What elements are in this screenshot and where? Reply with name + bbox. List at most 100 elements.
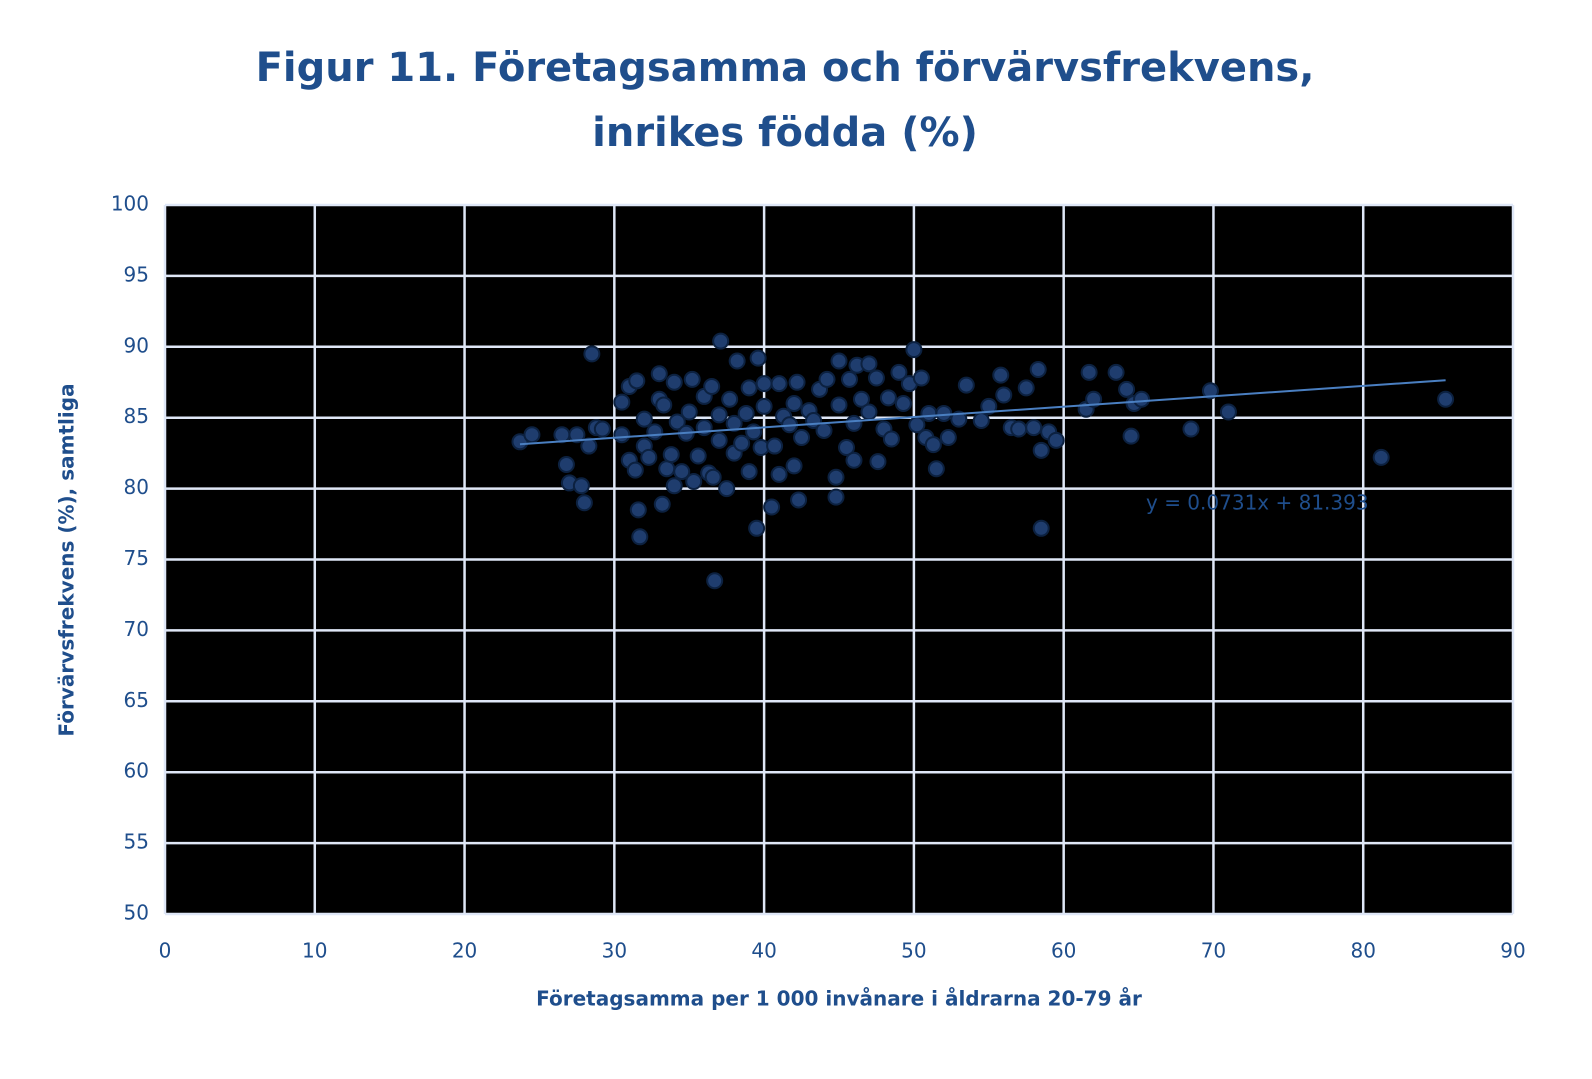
point xyxy=(766,437,784,455)
point xyxy=(1372,448,1390,466)
point xyxy=(815,421,833,439)
x-tick-label: 60 xyxy=(1051,939,1076,963)
point xyxy=(635,410,653,428)
point xyxy=(1219,403,1237,421)
point xyxy=(737,404,755,422)
point xyxy=(1025,419,1043,437)
point xyxy=(665,373,683,391)
point xyxy=(840,370,858,388)
x-tick-label: 50 xyxy=(901,939,926,963)
point xyxy=(827,488,845,506)
point xyxy=(740,463,758,481)
point xyxy=(593,420,611,438)
point xyxy=(629,501,647,519)
y-tick-label: 75 xyxy=(124,546,149,570)
y-tick-label: 50 xyxy=(124,901,149,925)
point xyxy=(718,480,736,498)
point xyxy=(703,378,721,396)
point xyxy=(869,453,887,471)
point xyxy=(992,366,1010,384)
point xyxy=(749,349,767,367)
point xyxy=(665,477,683,495)
x-tick-label: 20 xyxy=(452,939,477,963)
point xyxy=(1182,420,1200,438)
point xyxy=(662,446,680,464)
point xyxy=(755,375,773,393)
point xyxy=(763,498,781,516)
x-tick-label: 80 xyxy=(1350,939,1375,963)
point xyxy=(972,412,990,430)
y-axis-label: Förvärvsfrekvens (%), samtliga xyxy=(55,383,79,736)
point xyxy=(680,403,698,421)
point xyxy=(770,375,788,393)
point xyxy=(1437,390,1455,408)
point xyxy=(553,426,571,444)
point xyxy=(640,448,658,466)
point xyxy=(785,457,803,475)
point xyxy=(631,528,649,546)
point xyxy=(950,410,968,428)
y-tick-label: 85 xyxy=(124,404,149,428)
point xyxy=(860,403,878,421)
y-tick-label: 95 xyxy=(124,262,149,286)
point xyxy=(568,426,586,444)
chart-title: inrikes födda (%) xyxy=(592,110,978,156)
y-tick-label: 100 xyxy=(111,192,149,216)
x-tick-label: 10 xyxy=(302,939,327,963)
point xyxy=(712,332,730,350)
x-tick-label: 70 xyxy=(1201,939,1226,963)
point xyxy=(845,451,863,469)
point xyxy=(882,430,900,448)
point xyxy=(1107,363,1125,381)
point xyxy=(646,423,664,441)
point xyxy=(1029,360,1047,378)
point xyxy=(755,397,773,415)
point xyxy=(613,393,631,411)
x-tick-label: 30 xyxy=(602,939,627,963)
point xyxy=(770,465,788,483)
point xyxy=(704,468,722,486)
chart-title: Figur 11. Företagsamma och förvärvsfrekv… xyxy=(256,45,1315,91)
point xyxy=(830,396,848,414)
point xyxy=(740,379,758,397)
point xyxy=(626,461,644,479)
point xyxy=(879,389,897,407)
point xyxy=(852,390,870,408)
trendline-label: y = 0.0731x + 81.393 xyxy=(1146,491,1369,515)
point xyxy=(728,352,746,370)
point xyxy=(725,414,743,432)
x-axis-label: Företagsamma per 1 000 invånare i åldrar… xyxy=(536,987,1142,1011)
trendline xyxy=(519,379,1446,446)
point xyxy=(523,426,541,444)
point xyxy=(721,390,739,408)
y-tick-label: 60 xyxy=(124,759,149,783)
point xyxy=(1047,431,1065,449)
point xyxy=(845,414,863,432)
point xyxy=(980,397,998,415)
point xyxy=(658,460,676,478)
point xyxy=(1032,441,1050,459)
x-tick-label: 90 xyxy=(1500,939,1525,963)
point xyxy=(650,365,668,383)
point xyxy=(1122,427,1140,445)
point xyxy=(1133,390,1151,408)
y-tick-label: 65 xyxy=(124,688,149,712)
point xyxy=(653,495,671,513)
point xyxy=(912,369,930,387)
point xyxy=(668,413,686,431)
x-tick-label: 40 xyxy=(751,939,776,963)
point xyxy=(860,355,878,373)
y-tick-label: 70 xyxy=(124,617,149,641)
point xyxy=(685,473,703,491)
point xyxy=(575,494,593,512)
point xyxy=(1085,390,1103,408)
point xyxy=(957,376,975,394)
point xyxy=(924,436,942,454)
point xyxy=(710,431,728,449)
point xyxy=(1010,420,1028,438)
point xyxy=(1118,380,1136,398)
point xyxy=(733,434,751,452)
point xyxy=(745,423,763,441)
point xyxy=(935,404,953,422)
point xyxy=(748,519,766,537)
